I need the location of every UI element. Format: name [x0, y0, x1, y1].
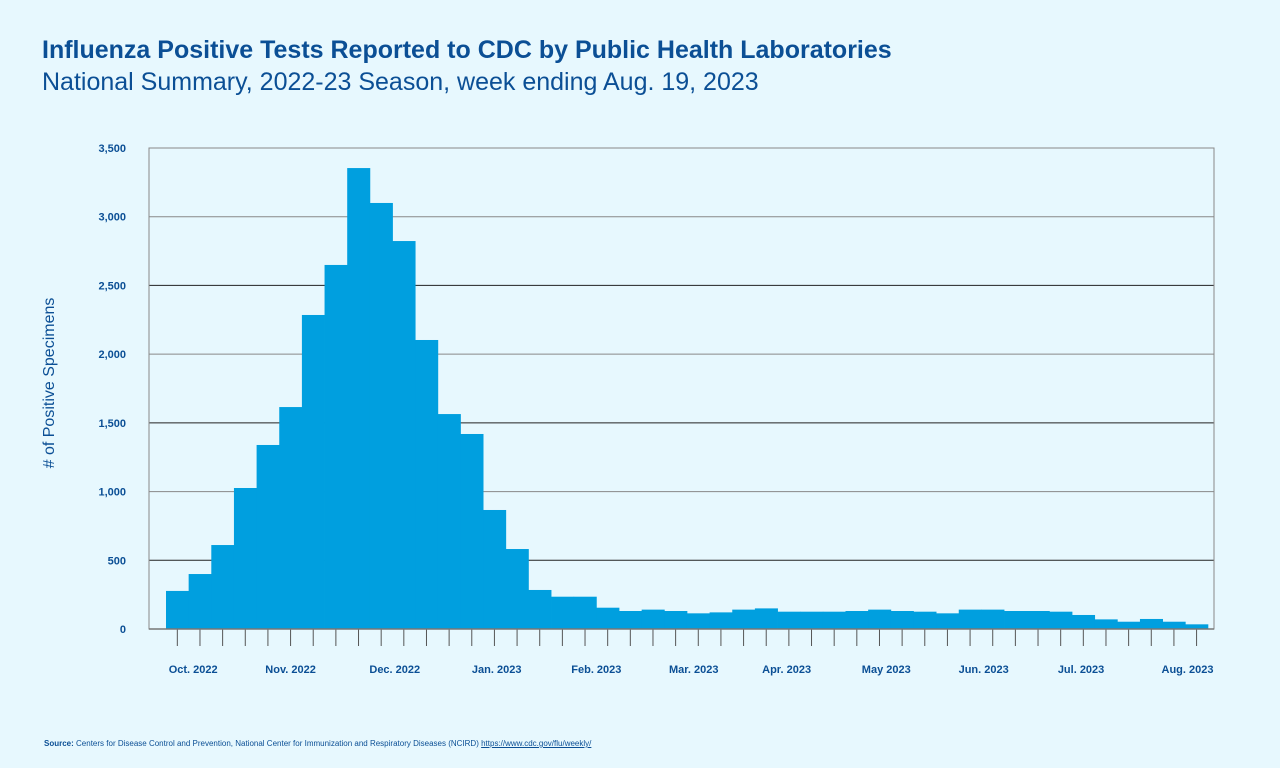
source-text: Centers for Disease Control and Preventi…	[76, 739, 479, 748]
bar	[347, 168, 371, 629]
bar	[1049, 611, 1073, 629]
bar	[551, 596, 575, 629]
x-tick-label: Dec. 2022	[369, 664, 420, 676]
bar	[166, 590, 190, 629]
bar	[800, 611, 824, 629]
bar	[641, 609, 665, 629]
bar	[1004, 610, 1028, 629]
bar	[596, 607, 620, 629]
x-tick-label: May 2023	[862, 664, 911, 676]
bar	[890, 610, 914, 629]
bar	[392, 241, 416, 630]
x-tick-label: Aug. 2023	[1162, 664, 1214, 676]
x-tick-label: Jan. 2023	[472, 664, 522, 676]
x-tick-label: Jun. 2023	[959, 664, 1009, 676]
bar	[528, 589, 552, 629]
bar	[573, 596, 597, 629]
bar	[822, 611, 846, 629]
bar	[1162, 621, 1186, 629]
bar	[460, 433, 484, 629]
x-tick-label: Oct. 2022	[169, 664, 218, 676]
bar	[188, 574, 212, 629]
bar	[981, 609, 1005, 629]
bar	[1117, 621, 1141, 629]
bar	[1026, 610, 1050, 629]
bar	[369, 202, 393, 629]
x-tick-label: Feb. 2023	[571, 664, 621, 676]
bar	[732, 609, 756, 629]
bar	[233, 487, 257, 629]
x-tick-label: Mar. 2023	[669, 664, 719, 676]
bar	[1185, 624, 1209, 629]
bar	[868, 609, 892, 629]
bar	[1139, 618, 1163, 629]
bar	[958, 609, 982, 629]
bar	[324, 264, 348, 629]
bar	[754, 608, 778, 629]
chart-subtitle: National Summary, 2022-23 Season, week e…	[42, 68, 759, 96]
y-tick-label: 1,500	[98, 418, 126, 430]
bar	[256, 444, 280, 629]
bar	[211, 545, 235, 629]
bar	[913, 611, 937, 629]
bar	[936, 613, 960, 629]
y-tick-label: 3,000	[98, 212, 126, 224]
y-tick-label: 2,000	[98, 349, 126, 361]
bar	[301, 314, 325, 629]
y-tick-label: 3,500	[98, 143, 126, 155]
y-tick-label: 2,500	[98, 280, 126, 292]
y-tick-label: 1,000	[98, 487, 126, 499]
x-tick-label: Apr. 2023	[762, 664, 811, 676]
bar	[279, 407, 303, 629]
bar	[437, 414, 461, 629]
bar	[845, 610, 869, 629]
bar	[709, 612, 733, 629]
x-tick-label: Jul. 2023	[1058, 664, 1104, 676]
source-note: Source: Centers for Disease Control and …	[44, 739, 591, 748]
y-tick-label: 500	[108, 555, 126, 567]
chart-title: Influenza Positive Tests Reported to CDC…	[42, 36, 892, 64]
bar	[619, 610, 643, 629]
bar	[505, 549, 529, 629]
bar	[1072, 614, 1096, 629]
bar	[1094, 619, 1118, 629]
y-axis-label: # of Positive Specimens	[41, 298, 58, 469]
bar	[686, 613, 710, 629]
bar	[483, 509, 507, 629]
bar	[664, 610, 688, 629]
x-tick-label: Nov. 2022	[265, 664, 316, 676]
source-link[interactable]: https://www.cdc.gov/flu/weekly/	[481, 739, 592, 748]
source-label: Source:	[44, 739, 74, 748]
y-tick-label: 0	[120, 624, 126, 636]
bar	[415, 339, 439, 629]
bar	[777, 611, 801, 629]
